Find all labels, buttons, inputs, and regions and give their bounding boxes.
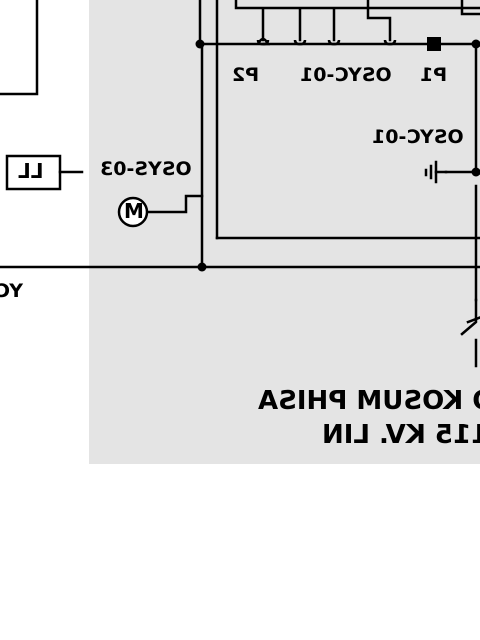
label-osys-03: OSYS-03 [100,158,192,180]
label-p2: P2 [232,64,260,86]
label-osyc-01-top: OSYC-01 [300,64,392,86]
label-yc: YC [0,280,24,302]
ct-windings [256,37,397,46]
left-equipment-box [0,0,39,96]
disconnect-switch [460,298,478,368]
label-ll: LL [18,159,44,183]
breaker-p1 [427,37,441,51]
label-osyc-01-right: OSYC-01 [372,126,464,148]
label-kv-line: 115 KV. LIN [322,420,480,450]
motor-operator [117,196,149,228]
ct-wiring [234,0,480,42]
label-to-kosum: TO KOSUM PHISA [258,386,480,416]
junction-dots [195,39,480,272]
label-motor: M [124,199,144,223]
label-p1: P1 [420,64,448,86]
substation-area [89,0,480,464]
motor-lead [146,194,204,214]
